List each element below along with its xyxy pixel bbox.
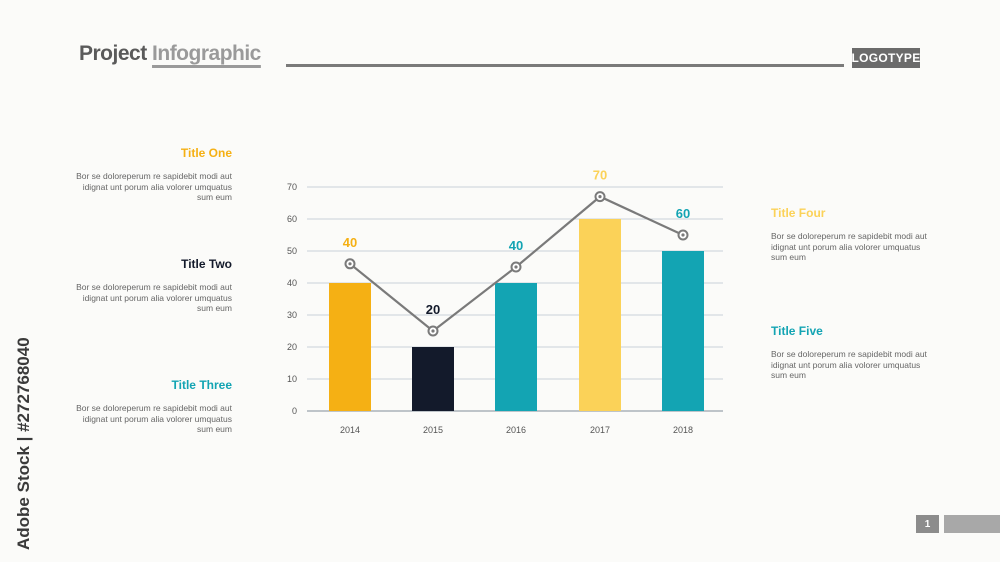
y-tick-label: 10 <box>287 374 297 384</box>
x-tick-label: 2014 <box>340 425 360 435</box>
line-point-center <box>348 262 351 265</box>
bar <box>329 283 371 411</box>
line-point-center <box>681 233 684 236</box>
line-point-center <box>598 195 601 198</box>
y-tick-label: 70 <box>287 182 297 192</box>
watermark-text: Adobe Stock | #272768040 <box>14 337 34 550</box>
line-point-center <box>514 265 517 268</box>
bar <box>495 283 537 411</box>
line-point-center <box>431 329 434 332</box>
data-label: 40 <box>343 235 357 250</box>
y-tick-label: 60 <box>287 214 297 224</box>
x-tick-label: 2017 <box>590 425 610 435</box>
watermark: Adobe Stock | #272768040 <box>4 318 40 550</box>
page-indicator-bar <box>944 515 1000 533</box>
bar <box>579 219 621 411</box>
bar <box>412 347 454 411</box>
y-tick-label: 50 <box>287 246 297 256</box>
data-label: 60 <box>676 206 690 221</box>
x-tick-label: 2016 <box>506 425 526 435</box>
data-label: 70 <box>593 168 607 183</box>
y-tick-label: 40 <box>287 278 297 288</box>
data-label: 40 <box>509 238 523 253</box>
data-label: 20 <box>426 302 440 317</box>
y-tick-label: 0 <box>292 406 297 416</box>
y-tick-label: 30 <box>287 310 297 320</box>
page-number: 1 <box>916 515 939 533</box>
y-tick-label: 20 <box>287 342 297 352</box>
x-tick-label: 2018 <box>673 425 693 435</box>
x-tick-label: 2015 <box>423 425 443 435</box>
bar <box>662 251 704 411</box>
